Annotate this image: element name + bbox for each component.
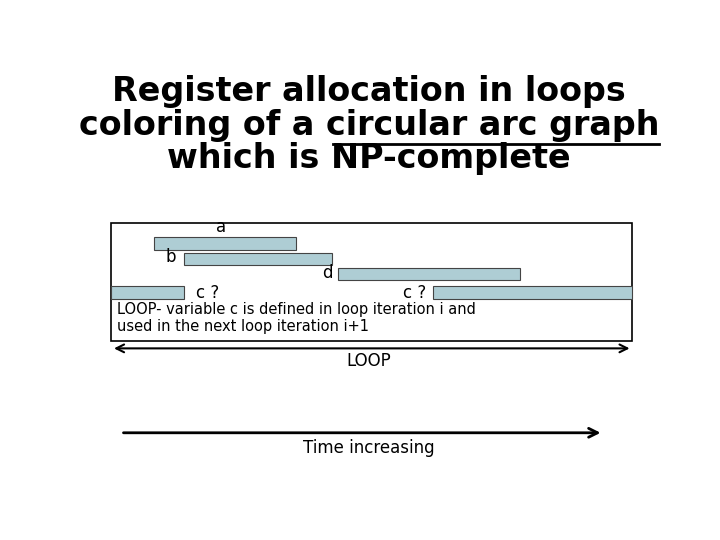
Text: LOOP- variable c is defined in loop iteration i and
used in the next loop iterat: LOOP- variable c is defined in loop iter…: [117, 302, 476, 334]
Bar: [338, 268, 520, 280]
Bar: [111, 223, 632, 341]
Text: c ?: c ?: [403, 284, 426, 302]
Bar: [154, 238, 297, 250]
Text: b: b: [166, 248, 176, 266]
Bar: [433, 286, 632, 299]
Text: LOOP: LOOP: [346, 352, 392, 370]
Text: coloring of a circular arc graph: coloring of a circular arc graph: [78, 109, 660, 141]
Text: c ?: c ?: [196, 284, 220, 302]
Bar: [184, 253, 332, 265]
Text: which is NP-complete: which is NP-complete: [167, 142, 571, 175]
Text: Time increasing: Time increasing: [303, 439, 435, 457]
Text: Register allocation in loops: Register allocation in loops: [112, 75, 626, 109]
Text: d: d: [323, 264, 333, 282]
Text: a: a: [216, 218, 226, 236]
Bar: [111, 286, 184, 299]
